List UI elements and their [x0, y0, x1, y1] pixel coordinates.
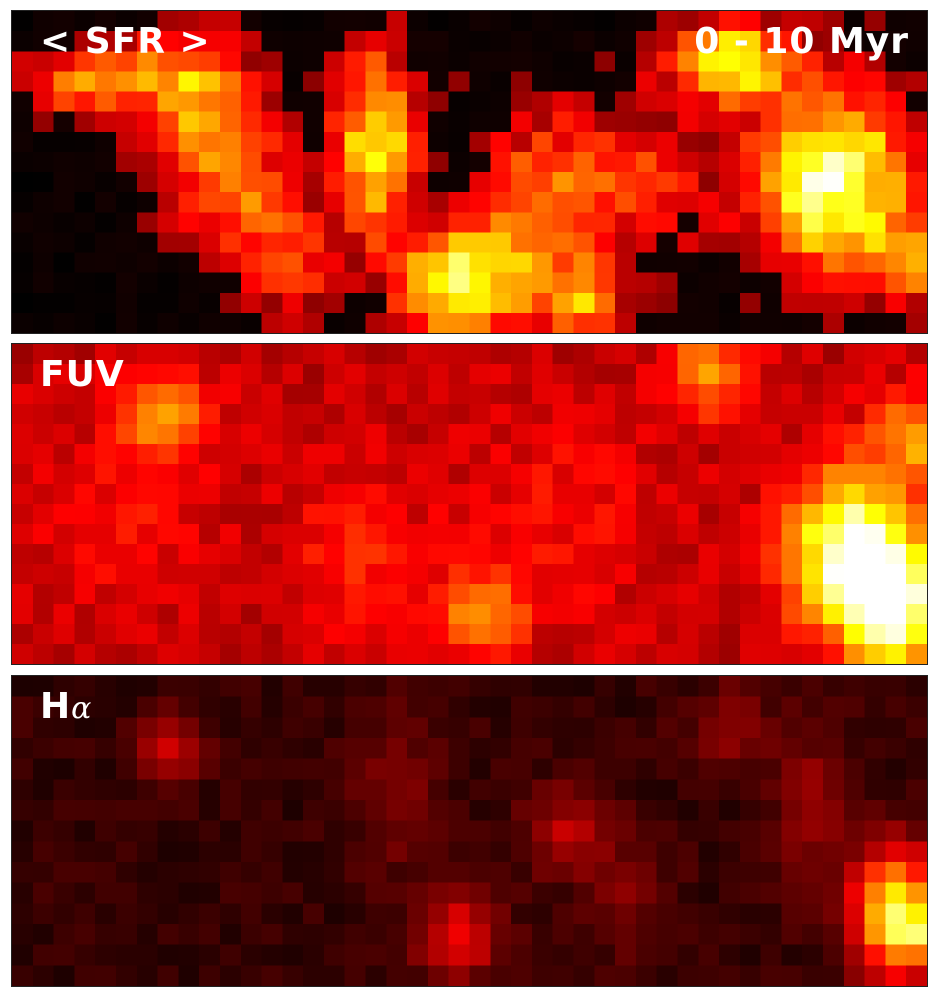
halpha-map-panel: Hα: [11, 675, 928, 987]
halpha-label: Hα: [40, 686, 92, 727]
sfr-label: < SFR >: [40, 21, 211, 62]
age-range-label: 0 - 10 Myr: [694, 21, 909, 62]
halpha-label-h: H: [40, 686, 72, 727]
fuv-map-panel: FUV: [11, 343, 928, 665]
sfr-map-panel: < SFR > 0 - 10 Myr: [11, 10, 928, 334]
halpha-label-alpha: α: [71, 691, 93, 726]
fuv-label: FUV: [40, 354, 125, 395]
fuv-heatmap: [12, 344, 927, 664]
halpha-heatmap: [12, 676, 927, 986]
sfr-heatmap: [12, 11, 927, 333]
